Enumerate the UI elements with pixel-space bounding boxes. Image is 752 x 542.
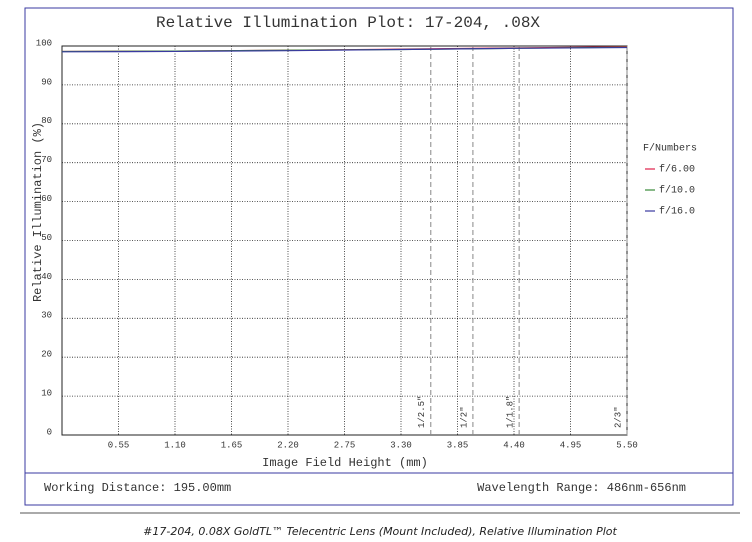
y-tick-label: 30: [41, 311, 52, 321]
y-tick-label: 50: [41, 233, 52, 243]
sensor-label: 1/1.8": [506, 396, 516, 428]
legend-title: F/Numbers: [643, 143, 697, 155]
x-tick-label: 4.95: [560, 440, 582, 450]
sensor-label: 2/3": [613, 406, 623, 428]
x-tick-label: 1.10: [164, 440, 186, 450]
frame: [24, 7, 734, 506]
x-tick-label: 1.65: [221, 440, 243, 450]
x-tick-label: 3.85: [447, 440, 469, 450]
caption: #17-204, 0.08X GoldTL™ Telecentric Lens …: [143, 525, 617, 538]
y-tick-label: 80: [41, 116, 52, 126]
y-tick-label: 100: [36, 38, 52, 48]
x-tick-label: 4.40: [503, 440, 525, 450]
chart-title: Relative Illumination Plot: 17-204, .08X: [156, 14, 540, 32]
y-tick-label: 20: [41, 350, 52, 360]
y-tick-label: 0: [47, 427, 52, 437]
x-tick-label: 3.30: [390, 440, 412, 450]
y-axis-label: Relative Illumination (%): [31, 122, 45, 302]
legend-label: f/16.0: [659, 206, 695, 218]
y-tick-label: 60: [41, 194, 52, 204]
sensor-label: 1/2": [459, 406, 469, 428]
footer-right: Wavelength Range: 486nm-656nm: [477, 481, 686, 495]
y-tick-label: 70: [41, 155, 52, 165]
y-tick-label: 90: [41, 77, 52, 87]
x-tick-label: 2.75: [334, 440, 356, 450]
sensor-label: 1/2.5": [417, 396, 427, 428]
x-tick-label: 2.20: [277, 440, 299, 450]
x-axis-label: Image Field Height (mm): [262, 456, 428, 470]
legend-label: f/10.0: [659, 185, 695, 197]
series-line: [61, 46, 628, 53]
x-tick-label: 0.55: [108, 440, 130, 450]
y-tick-label: 40: [41, 272, 52, 282]
legend-label: f/6.00: [659, 164, 695, 176]
footer-left: Working Distance: 195.00mm: [44, 481, 231, 495]
x-tick-label: 5.50: [616, 440, 638, 450]
y-tick-label: 10: [41, 388, 52, 398]
